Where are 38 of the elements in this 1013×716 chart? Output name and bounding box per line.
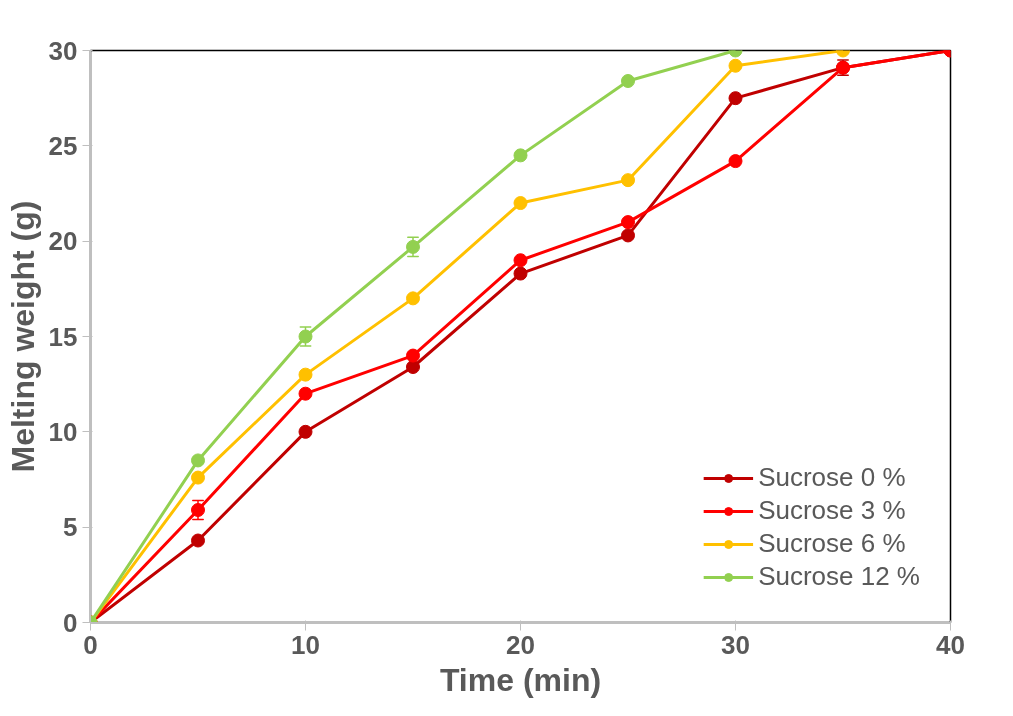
point — [728, 91, 743, 106]
point — [621, 228, 635, 243]
x-axis-title: Time (min) — [439, 661, 602, 698]
y-tick-label: 25 — [48, 130, 78, 161]
legend-label: Sucrose 12 % — [758, 561, 920, 592]
x-tick-label: 20 — [506, 629, 535, 660]
y-tick-label: 15 — [48, 321, 78, 352]
point — [513, 148, 528, 163]
x-tick-label: 0 — [83, 629, 98, 660]
point — [513, 196, 528, 211]
x-tick-label: 30 — [721, 629, 750, 660]
legend-label: Sucrose 3 % — [758, 495, 906, 526]
point — [406, 348, 420, 363]
legend-label: Sucrose 0 % — [758, 462, 906, 493]
legend-label: Sucrose 6 % — [758, 528, 906, 559]
point — [191, 453, 205, 468]
point — [621, 215, 635, 230]
point — [621, 173, 635, 188]
point — [298, 386, 313, 401]
point — [621, 74, 635, 88]
point — [728, 58, 743, 73]
point — [728, 154, 743, 169]
x-tick-label: 10 — [291, 629, 320, 660]
y-tick-label: 20 — [48, 226, 78, 257]
point — [298, 424, 313, 439]
y-tick-label: 5 — [63, 512, 78, 543]
y-tick-label: 10 — [48, 416, 78, 447]
point — [513, 253, 528, 268]
point — [191, 533, 205, 548]
x-tick-label: 40 — [936, 629, 965, 660]
point — [191, 470, 205, 485]
point — [406, 360, 420, 374]
y-tick-label: 30 — [48, 35, 78, 66]
y-axis-title: Melting weight (g) — [4, 200, 41, 473]
point — [513, 266, 528, 281]
y-tick-label: 0 — [63, 607, 78, 638]
point — [298, 367, 313, 382]
point — [406, 291, 420, 306]
